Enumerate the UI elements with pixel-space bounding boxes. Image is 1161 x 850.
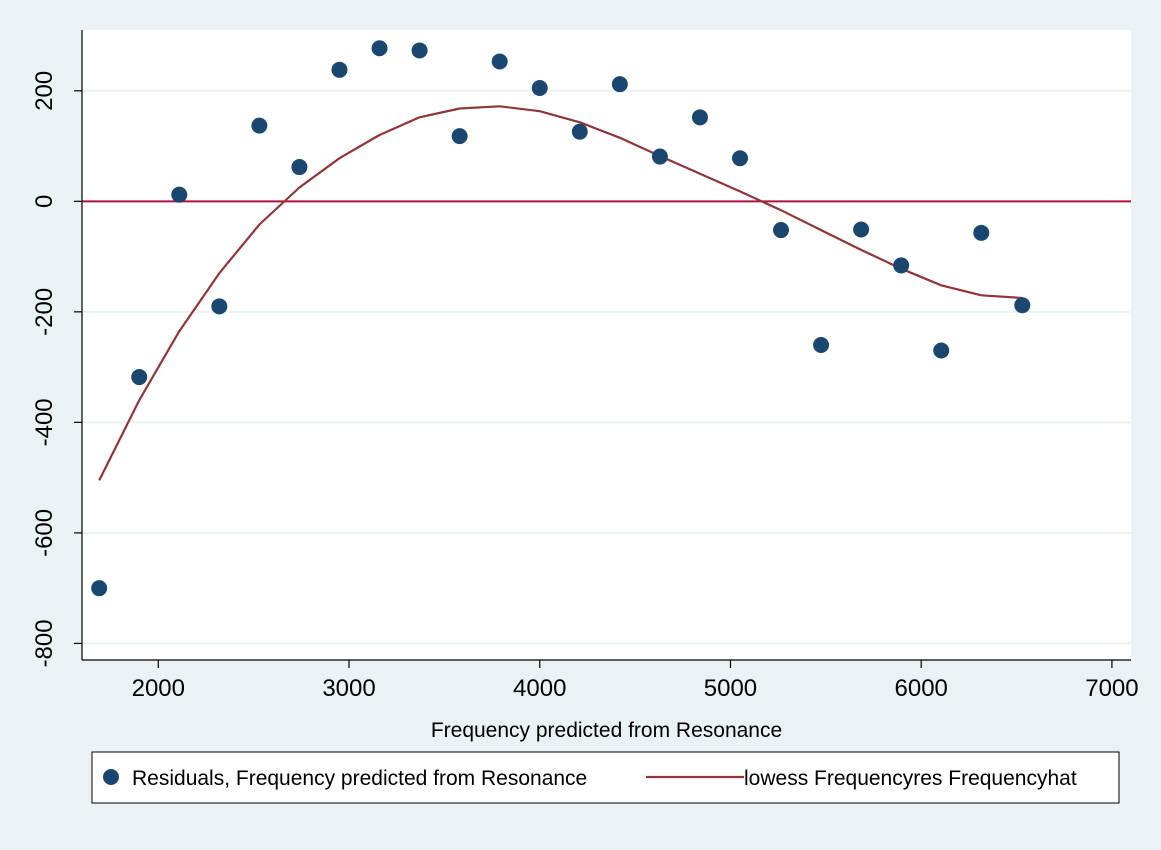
scatter-point	[211, 298, 228, 315]
plot-background	[82, 30, 1131, 660]
legend-label-lowess: lowess Frequencyres Frequencyhat	[744, 767, 1077, 790]
scatter-point	[651, 148, 668, 165]
scatter-point	[813, 337, 830, 353]
lowess-line	[98, 105, 1023, 481]
scatter-point	[171, 186, 188, 203]
legend: Residuals, Frequency predicted from Reso…	[91, 751, 1120, 804]
plot-area	[82, 30, 1131, 660]
x-tick-label: 7000	[1085, 675, 1138, 702]
scatter-point	[893, 257, 910, 274]
y-tick-label: -800	[31, 619, 58, 667]
scatter-point	[933, 342, 950, 359]
x-tick-label: 2000	[132, 675, 185, 702]
scatter-point	[131, 369, 148, 386]
y-tick-label: -600	[31, 509, 58, 557]
scatter-point	[91, 580, 108, 597]
legend-box	[91, 751, 1120, 804]
scatter-point	[251, 117, 268, 134]
scatter-point	[691, 109, 708, 126]
scatter-point	[451, 128, 468, 145]
axes: 2000 3000 4000 5000 6000 7000-800-600-400-200…	[31, 30, 1139, 742]
x-tick-label: 5000	[704, 675, 757, 702]
legend-label-residuals: Residuals, Frequency predicted from Reso…	[132, 767, 587, 790]
legend-marker-residuals	[103, 769, 119, 785]
x-axis-title: Frequency predicted from Resonance	[431, 719, 782, 742]
y-tick-label: -400	[31, 398, 58, 446]
y-tick-label: 200	[31, 71, 58, 111]
scatter-point	[291, 159, 308, 176]
x-tick-label: 6000	[895, 675, 948, 702]
scatter-point	[571, 123, 588, 140]
scatter-point	[531, 80, 548, 97]
scatter-point	[411, 42, 428, 59]
y-tick-label: -200	[31, 288, 58, 336]
x-tick-label: 4000	[513, 675, 566, 702]
scatter-point	[331, 61, 348, 78]
scatter-point	[853, 221, 870, 238]
scatter-point	[371, 40, 388, 57]
scatter-point	[1014, 297, 1031, 314]
scatter-point	[491, 53, 508, 70]
scatter-point	[973, 224, 990, 241]
scatter-point	[611, 76, 628, 93]
y-tick-label: 0	[31, 195, 58, 208]
scatter-point	[732, 150, 749, 167]
scatter-point	[773, 222, 790, 239]
x-tick-label: 3000	[322, 675, 375, 702]
